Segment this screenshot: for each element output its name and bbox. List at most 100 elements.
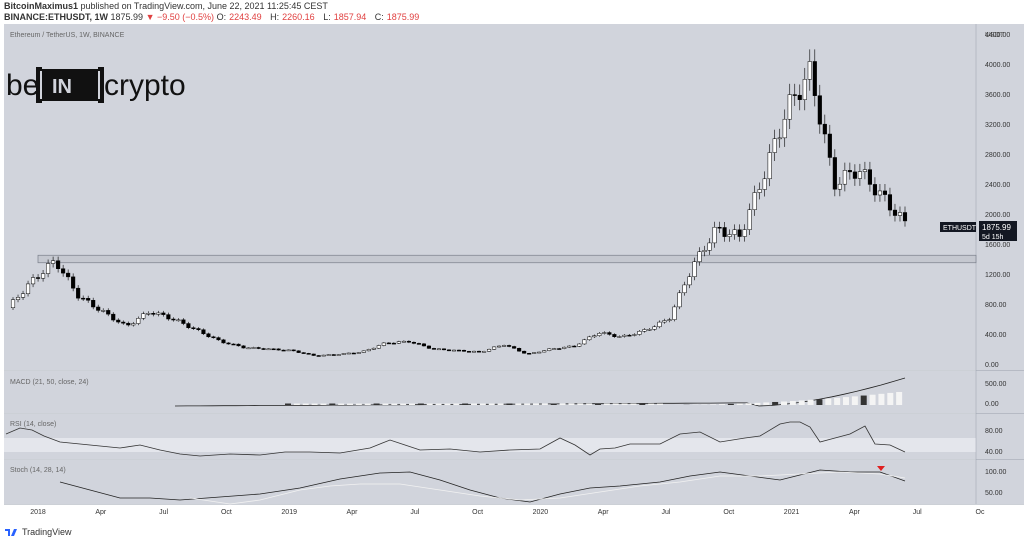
brand-name[interactable]: TradingView — [22, 527, 72, 537]
stoch-signal-line — [189, 471, 906, 505]
candle-body — [261, 348, 266, 350]
ohlc-low: L: 1857.94 — [323, 12, 367, 22]
macd-histogram-bar — [444, 403, 451, 405]
last-price: 1875.99 — [110, 12, 144, 22]
candle-body — [116, 319, 121, 323]
candle-body — [436, 348, 442, 351]
time-tick: 2019 — [281, 509, 297, 516]
candle-body — [171, 318, 176, 321]
candle-body — [216, 337, 221, 341]
macd-histogram-bar — [595, 403, 601, 405]
macd-histogram-bar — [364, 403, 371, 405]
chart-area[interactable]: Ethereum / TetherUS, 1W, BINANCE USDT be… — [0, 24, 1024, 522]
macd-histogram-bar — [577, 403, 584, 405]
candle-body — [482, 351, 487, 353]
candle-body — [552, 348, 557, 350]
candle-body — [111, 313, 116, 321]
candle-body — [331, 354, 336, 356]
time-tick: Oct — [723, 509, 734, 516]
candle-body — [266, 348, 271, 351]
candle-body — [101, 310, 106, 312]
candle-body — [446, 349, 452, 352]
candle-body — [687, 276, 692, 286]
candle-body — [346, 352, 351, 355]
macd-histogram-bar — [550, 403, 557, 405]
time-tick: Oct — [472, 509, 483, 516]
macd-histogram-bar — [772, 401, 779, 405]
macd-histogram-bar — [488, 403, 495, 405]
candle-body — [617, 336, 622, 338]
candle-body — [81, 297, 86, 300]
macd-histogram-bar — [568, 403, 575, 405]
candle-body — [887, 194, 893, 211]
macd-histogram-bar — [612, 403, 619, 405]
candle-body — [592, 335, 597, 338]
candle-body — [852, 171, 857, 179]
candle-body — [336, 354, 341, 356]
time-axis[interactable]: 2018 Apr Jul Oct 2019 Apr Jul Oct 2020 Apr Jul Oct 2… — [30, 509, 985, 516]
candle-body — [161, 312, 166, 315]
candle-body — [421, 343, 426, 347]
candle-body — [692, 261, 697, 277]
time-tick: 2021 — [784, 509, 800, 516]
price-axis[interactable] — [976, 24, 1024, 504]
candle-body — [647, 329, 652, 331]
candle-body — [612, 334, 617, 337]
candle-body — [316, 355, 321, 357]
candle-body — [857, 171, 862, 179]
macd-pane[interactable] — [4, 371, 976, 413]
candle-body — [487, 348, 492, 352]
candle-body — [181, 319, 186, 324]
candle-body — [777, 137, 782, 140]
candle-body — [827, 133, 832, 158]
current-price-label: ETHUSDT 1875.99 5d 15h — [940, 221, 1017, 241]
candle-body — [847, 170, 852, 173]
macd-histogram-bar — [754, 402, 761, 405]
macd-histogram-bar — [727, 403, 734, 405]
macd-histogram-bar — [834, 397, 841, 405]
time-tick: 2018 — [30, 509, 46, 516]
macd-histogram-bar — [843, 397, 849, 405]
candle-body — [226, 342, 231, 345]
macd-histogram-bar — [878, 393, 885, 405]
candle-body — [677, 292, 682, 308]
candle-body — [492, 346, 497, 350]
candle-body — [897, 212, 903, 216]
candle-body — [752, 192, 757, 210]
candle-body — [206, 333, 211, 338]
macd-tick-high: 500.00 — [985, 381, 1007, 388]
time-tick: Jul — [159, 509, 168, 516]
candle-body — [762, 178, 767, 190]
candle-body — [196, 328, 201, 330]
candle-body — [166, 314, 171, 320]
time-tick: Apr — [95, 509, 107, 516]
candle-body — [822, 123, 827, 135]
candle-body — [176, 319, 181, 322]
macd-histogram-bar — [869, 394, 876, 405]
candle-body — [902, 212, 908, 222]
candle-body — [602, 332, 607, 334]
macd-histogram-bar — [745, 403, 752, 405]
rsi-pane[interactable] — [4, 414, 976, 459]
candle-body — [667, 319, 672, 321]
price-tick: 0.00 — [985, 362, 999, 369]
candle-body — [86, 298, 91, 301]
candle-body — [812, 61, 817, 96]
chart-title: Ethereum / TetherUS, 1W, BINANCE — [10, 32, 125, 39]
candle-body — [391, 342, 396, 345]
candle-body — [597, 333, 602, 336]
time-tick: Oc — [976, 509, 985, 516]
time-tick: Apr — [347, 509, 359, 516]
macd-histogram-bar — [435, 403, 442, 405]
macd-histogram-bar — [311, 403, 318, 405]
macd-histogram-bar — [373, 403, 380, 405]
candle-body — [136, 318, 141, 324]
author-name[interactable]: BitcoinMaximus1 — [4, 1, 79, 11]
macd-histogram-bar — [479, 403, 486, 405]
candle-body — [451, 349, 457, 352]
candle-body — [532, 352, 537, 354]
rsi-label: RSI (14, close) — [10, 421, 56, 428]
candle-body — [141, 313, 146, 319]
candle-body — [522, 350, 527, 354]
candle-body — [291, 349, 296, 352]
